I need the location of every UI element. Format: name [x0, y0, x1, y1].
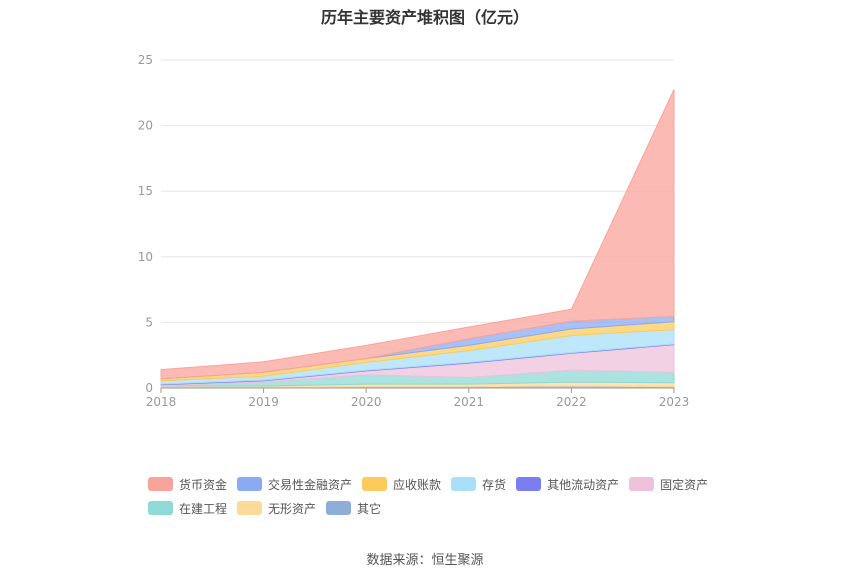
x-tick-label: 2022	[556, 395, 587, 409]
legend-swatch	[362, 477, 388, 491]
legend-label: 货币资金	[179, 477, 228, 492]
x-tick-label: 2018	[146, 395, 177, 409]
x-tick-label: 2023	[659, 395, 690, 409]
legend-label: 交易性金融资产	[268, 477, 353, 492]
legend-item[interactable]: 存货	[451, 472, 506, 496]
legend-swatch	[451, 477, 477, 491]
axes: 0 5 10 15 20 25 2018 2019 2020 2021 2022 2023	[138, 53, 690, 409]
legend-swatch	[629, 477, 655, 491]
legend-swatch	[237, 477, 263, 491]
x-tick-label: 2019	[248, 395, 279, 409]
y-tick-label: 20	[138, 119, 153, 133]
legend-label: 存货	[482, 477, 507, 492]
x-tick-label: 2020	[351, 395, 382, 409]
legend-label: 其他流动资产	[547, 477, 620, 492]
legend-label: 在建工程	[179, 501, 228, 516]
legend-swatch	[237, 501, 263, 515]
legend-item[interactable]: 货币资金	[148, 472, 227, 496]
y-tick-label: 15	[138, 184, 153, 198]
series-areas	[160, 89, 675, 389]
legend-label: 应收账款	[393, 477, 442, 492]
legend-item[interactable]: 应收账款	[362, 472, 441, 496]
y-tick-label: 0	[145, 381, 153, 395]
legend-label: 无形资产	[268, 501, 317, 516]
legend-swatch	[148, 501, 173, 515]
legend-item[interactable]: 其他流动资产	[516, 472, 619, 496]
legend-item[interactable]: 固定资产	[629, 472, 708, 496]
y-tick-label: 10	[138, 250, 153, 264]
legend-item[interactable]: 无形资产	[237, 496, 316, 520]
x-tick-label: 2021	[454, 395, 485, 409]
legend-item[interactable]: 交易性金融资产	[237, 472, 352, 496]
y-tick-label: 5	[145, 315, 153, 329]
legend-item[interactable]: 在建工程	[148, 496, 227, 520]
legend-swatch	[326, 501, 352, 515]
chart-title: 历年主要资产堆积图（亿元）	[320, 8, 529, 27]
area-series-8	[160, 89, 675, 380]
legend-item[interactable]: 其它	[326, 496, 381, 520]
y-tick-label: 25	[138, 53, 153, 67]
data-source: 数据来源：恒生聚源	[366, 553, 484, 568]
legend-label: 固定资产	[660, 477, 709, 492]
legend-swatch	[516, 477, 542, 491]
legend: 货币资金 交易性金融资产 应收账款 存货 其他流动资产 固定资产在建工程 无形资产 其它	[148, 472, 728, 520]
legend-swatch	[148, 477, 173, 491]
legend-label: 其它	[357, 501, 382, 516]
